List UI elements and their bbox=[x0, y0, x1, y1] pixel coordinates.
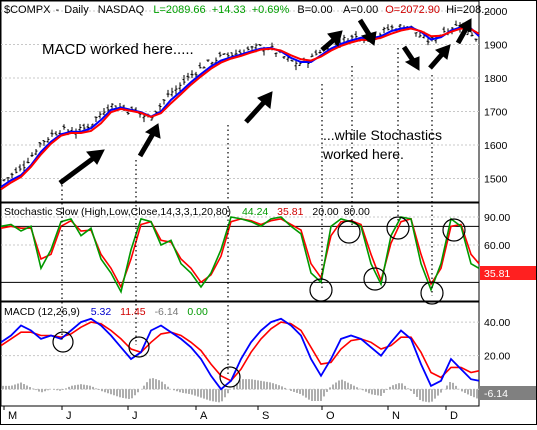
arrow-2 bbox=[137, 123, 161, 158]
high-label: Hi=208... bbox=[446, 4, 490, 16]
stochastic-header: Stochastic Slow (High,Low,Close,14,3,3,1… bbox=[4, 206, 370, 218]
macd-histogram bbox=[2, 378, 478, 403]
circle-stoch-3 bbox=[363, 267, 387, 291]
circle-stoch-2 bbox=[337, 220, 361, 244]
annotation-stochastics-line1: ...while Stochastics bbox=[323, 127, 442, 143]
macd-signal-value: 11.45 bbox=[120, 306, 146, 318]
arrow-5 bbox=[357, 18, 377, 46]
arrow-3 bbox=[244, 91, 273, 124]
price-y-tick-label: 1800 bbox=[484, 73, 508, 85]
connector-lines bbox=[61, 48, 433, 375]
change-percent: +0.69% bbox=[252, 4, 290, 16]
stochastic-last-value-box bbox=[480, 266, 536, 280]
x-axis-month-label: J bbox=[66, 410, 72, 422]
macd-signal-line bbox=[0, 321, 480, 382]
x-axis-month-label: M bbox=[8, 410, 17, 422]
x-axis-month-label: J bbox=[132, 410, 138, 422]
macd-y-tick-label: 40.00 bbox=[484, 317, 510, 329]
price-y-tick-label: 1900 bbox=[484, 40, 508, 52]
macd-panel: 0.00 20.00 40.00 MACD (12,26,9) 5.32 11.45… bbox=[0, 301, 536, 407]
price-header: $COMPX - Daily NASDAQ L=2089.66 +14.33 +… bbox=[4, 4, 490, 16]
arrow-6 bbox=[401, 45, 420, 71]
circle-stoch-5 bbox=[420, 281, 444, 305]
stochastic-title: Stochastic Slow (High,Low,Close,14,3,3,1… bbox=[4, 206, 231, 218]
price-y-tick-label: 1600 bbox=[484, 140, 508, 152]
x-axis-month-label: D bbox=[450, 410, 458, 422]
interval-label: Daily bbox=[64, 4, 89, 16]
stochastic-y-tick-label: 90.00 bbox=[484, 212, 510, 224]
arrow-4 bbox=[320, 30, 343, 52]
macd-last-value: -6.14 bbox=[484, 388, 508, 400]
macd-zero-value: 0.00 bbox=[187, 306, 208, 318]
macd-line bbox=[0, 317, 480, 391]
stochastic-d-value: 35.81 bbox=[277, 206, 303, 218]
price-y-tick-label: 1500 bbox=[484, 174, 508, 186]
stochastic-k-value: 44.24 bbox=[242, 206, 268, 218]
last-price: L=2089.66 bbox=[153, 4, 205, 16]
open-label: O=2072.90 bbox=[385, 4, 440, 16]
stochastic-panel: 60.00 90.00 Stochastic Slow (High,Low,Clo… bbox=[0, 202, 536, 302]
price-panel: 1500 1600 1700 1800 1900 2000 $COMPX - Daily … bbox=[0, 0, 508, 203]
arrow-7 bbox=[428, 44, 451, 70]
circle-stoch-6 bbox=[442, 218, 466, 242]
highlight-circles bbox=[52, 216, 466, 388]
symbol-label: $COMPX bbox=[4, 4, 51, 16]
arrow-8 bbox=[455, 18, 472, 45]
stochastic-high-level: 80.00 bbox=[344, 206, 370, 218]
circle-macd-3 bbox=[219, 366, 241, 388]
annotation-macd: MACD worked here..... bbox=[42, 41, 194, 58]
stochastic-low-level: 20.00 bbox=[312, 206, 338, 218]
circle-macd-2 bbox=[128, 336, 150, 358]
macd-histogram-value: -6.14 bbox=[155, 306, 179, 318]
stochastic-last-value: 35.81 bbox=[484, 268, 510, 280]
macd-title: MACD (12,26,9) bbox=[4, 306, 80, 318]
macd-y-tick-label: 20.00 bbox=[484, 351, 510, 363]
price-y-tick-label: 2000 bbox=[484, 6, 508, 18]
circle-macd-1 bbox=[52, 331, 74, 353]
interval-separator: - bbox=[56, 4, 60, 16]
arrow-1 bbox=[58, 149, 105, 186]
macd-header: MACD (12,26,9) 5.32 11.45 -6.14 0.00 bbox=[4, 306, 208, 318]
x-axis-month-label: N bbox=[392, 410, 400, 422]
annotation-arrows bbox=[58, 18, 472, 186]
price-y-tick-label: 1700 bbox=[484, 107, 508, 119]
macd-value: 5.32 bbox=[91, 306, 112, 318]
x-axis-month-label: A bbox=[200, 410, 208, 422]
change-value: +14.33 bbox=[212, 4, 246, 16]
stochastic-y-tick-labels: 60.00 90.00 bbox=[484, 212, 510, 252]
annotation-stochastics-line2: worked here. bbox=[322, 146, 404, 162]
price-moving-average-red bbox=[0, 27, 480, 191]
price-moving-average-blue bbox=[0, 26, 480, 188]
ask-label: A=0.00 bbox=[343, 4, 378, 16]
bid-label: B=0.00 bbox=[297, 4, 332, 16]
circle-stoch-1 bbox=[309, 278, 333, 302]
x-axis-month-label: S bbox=[262, 410, 269, 422]
circle-stoch-4 bbox=[386, 216, 410, 240]
x-axis-month-label: O bbox=[326, 410, 335, 422]
exchange-label: NASDAQ bbox=[98, 4, 145, 16]
price-y-tick-labels: 1500 1600 1700 1800 1900 2000 bbox=[484, 6, 508, 186]
stochastic-y-tick-label: 60.00 bbox=[484, 240, 510, 252]
macd-last-value-box bbox=[480, 386, 536, 400]
